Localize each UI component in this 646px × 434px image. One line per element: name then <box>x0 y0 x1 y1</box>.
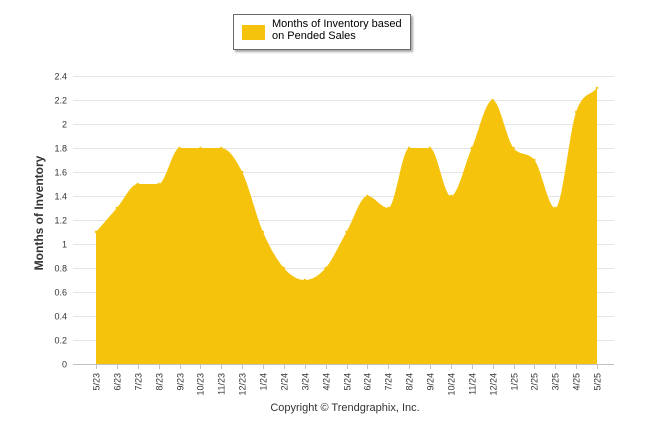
y-tick-label: 2 <box>62 120 67 130</box>
x-tick-label: 8/23 <box>155 373 165 391</box>
legend: Months of Inventory based on Pended Sale… <box>233 14 411 50</box>
x-tick-label: 9/24 <box>426 373 436 391</box>
y-axis-ticks: 0 0.2 0.4 0.6 0.8 1 1.2 1.4 1.6 1.8 2 2.2 2.4 <box>54 72 67 370</box>
data-point <box>470 146 473 150</box>
legend-swatch <box>242 25 265 40</box>
data-point <box>261 230 265 234</box>
data-point <box>199 146 202 150</box>
data-point <box>240 170 244 174</box>
x-tick-label: 12/24 <box>489 373 499 396</box>
x-tick-label: 12/23 <box>238 373 248 396</box>
x-tick-label: 6/23 <box>113 373 123 391</box>
y-tick-label: 1.8 <box>54 144 67 154</box>
data-point <box>491 98 494 102</box>
data-point <box>387 206 390 210</box>
y-tick-label: 1.2 <box>54 216 67 226</box>
y-tick-label: 2.4 <box>54 72 67 82</box>
data-point <box>220 146 223 150</box>
y-tick-label: 1 <box>62 240 67 250</box>
x-tick-label: 3/24 <box>301 373 311 391</box>
data-point <box>324 266 327 270</box>
x-tick-label: 2/24 <box>280 373 290 391</box>
data-point <box>366 194 369 198</box>
x-tick-label: 6/24 <box>363 373 373 391</box>
data-point <box>428 146 432 150</box>
x-tick-label: 10/24 <box>447 373 457 396</box>
x-axis-ticks: 5/23 6/23 7/23 8/23 9/23 10/23 11/23 12/23 1/24 2… <box>92 364 603 396</box>
x-tick-label: 5/25 <box>593 373 603 391</box>
data-point <box>115 206 119 210</box>
x-tick-label: 3/25 <box>551 373 561 391</box>
series-area <box>96 88 597 364</box>
x-tick-label: 11/24 <box>468 373 478 395</box>
x-tick-label: 1/24 <box>259 373 269 391</box>
data-point <box>512 146 515 150</box>
copyright-text: Copyright © Trendgraphix, Inc. <box>270 402 420 414</box>
y-tick-label: 2.2 <box>54 96 67 106</box>
x-tick-label: 7/23 <box>134 373 144 391</box>
x-tick-label: 10/23 <box>196 373 206 396</box>
x-tick-label: 5/24 <box>343 373 353 391</box>
data-point <box>574 110 578 114</box>
y-axis-title: Months of Inventory <box>32 155 46 270</box>
data-point <box>94 230 98 234</box>
x-tick-label: 8/24 <box>405 373 415 391</box>
y-tick-label: 0 <box>62 360 67 370</box>
data-point <box>533 158 536 162</box>
y-tick-label: 0.4 <box>54 312 67 322</box>
data-point <box>303 278 306 282</box>
data-point <box>407 146 411 150</box>
data-point <box>282 266 286 270</box>
x-tick-label: 5/23 <box>92 373 102 391</box>
legend-label: Months of Inventory based on Pended Sale… <box>272 18 402 42</box>
data-point <box>449 194 453 198</box>
data-point <box>178 146 181 150</box>
data-point <box>136 182 139 186</box>
x-tick-label: 4/24 <box>322 373 332 391</box>
x-tick-label: 4/25 <box>572 373 582 391</box>
x-tick-label: 7/24 <box>384 373 394 391</box>
y-tick-label: 0.6 <box>54 288 67 298</box>
x-tick-label: 2/25 <box>530 373 540 391</box>
data-point <box>554 206 557 210</box>
data-point <box>157 182 160 186</box>
x-tick-label: 9/23 <box>176 373 186 391</box>
data-point <box>345 230 348 234</box>
y-tick-label: 1.6 <box>54 168 67 178</box>
data-point <box>595 86 599 90</box>
plot-area <box>94 86 599 364</box>
y-tick-label: 1.4 <box>54 192 67 202</box>
x-tick-label: 1/25 <box>510 373 520 391</box>
x-tick-label: 11/23 <box>217 373 227 395</box>
y-tick-label: 0.2 <box>54 336 67 346</box>
y-tick-label: 0.8 <box>54 264 67 274</box>
